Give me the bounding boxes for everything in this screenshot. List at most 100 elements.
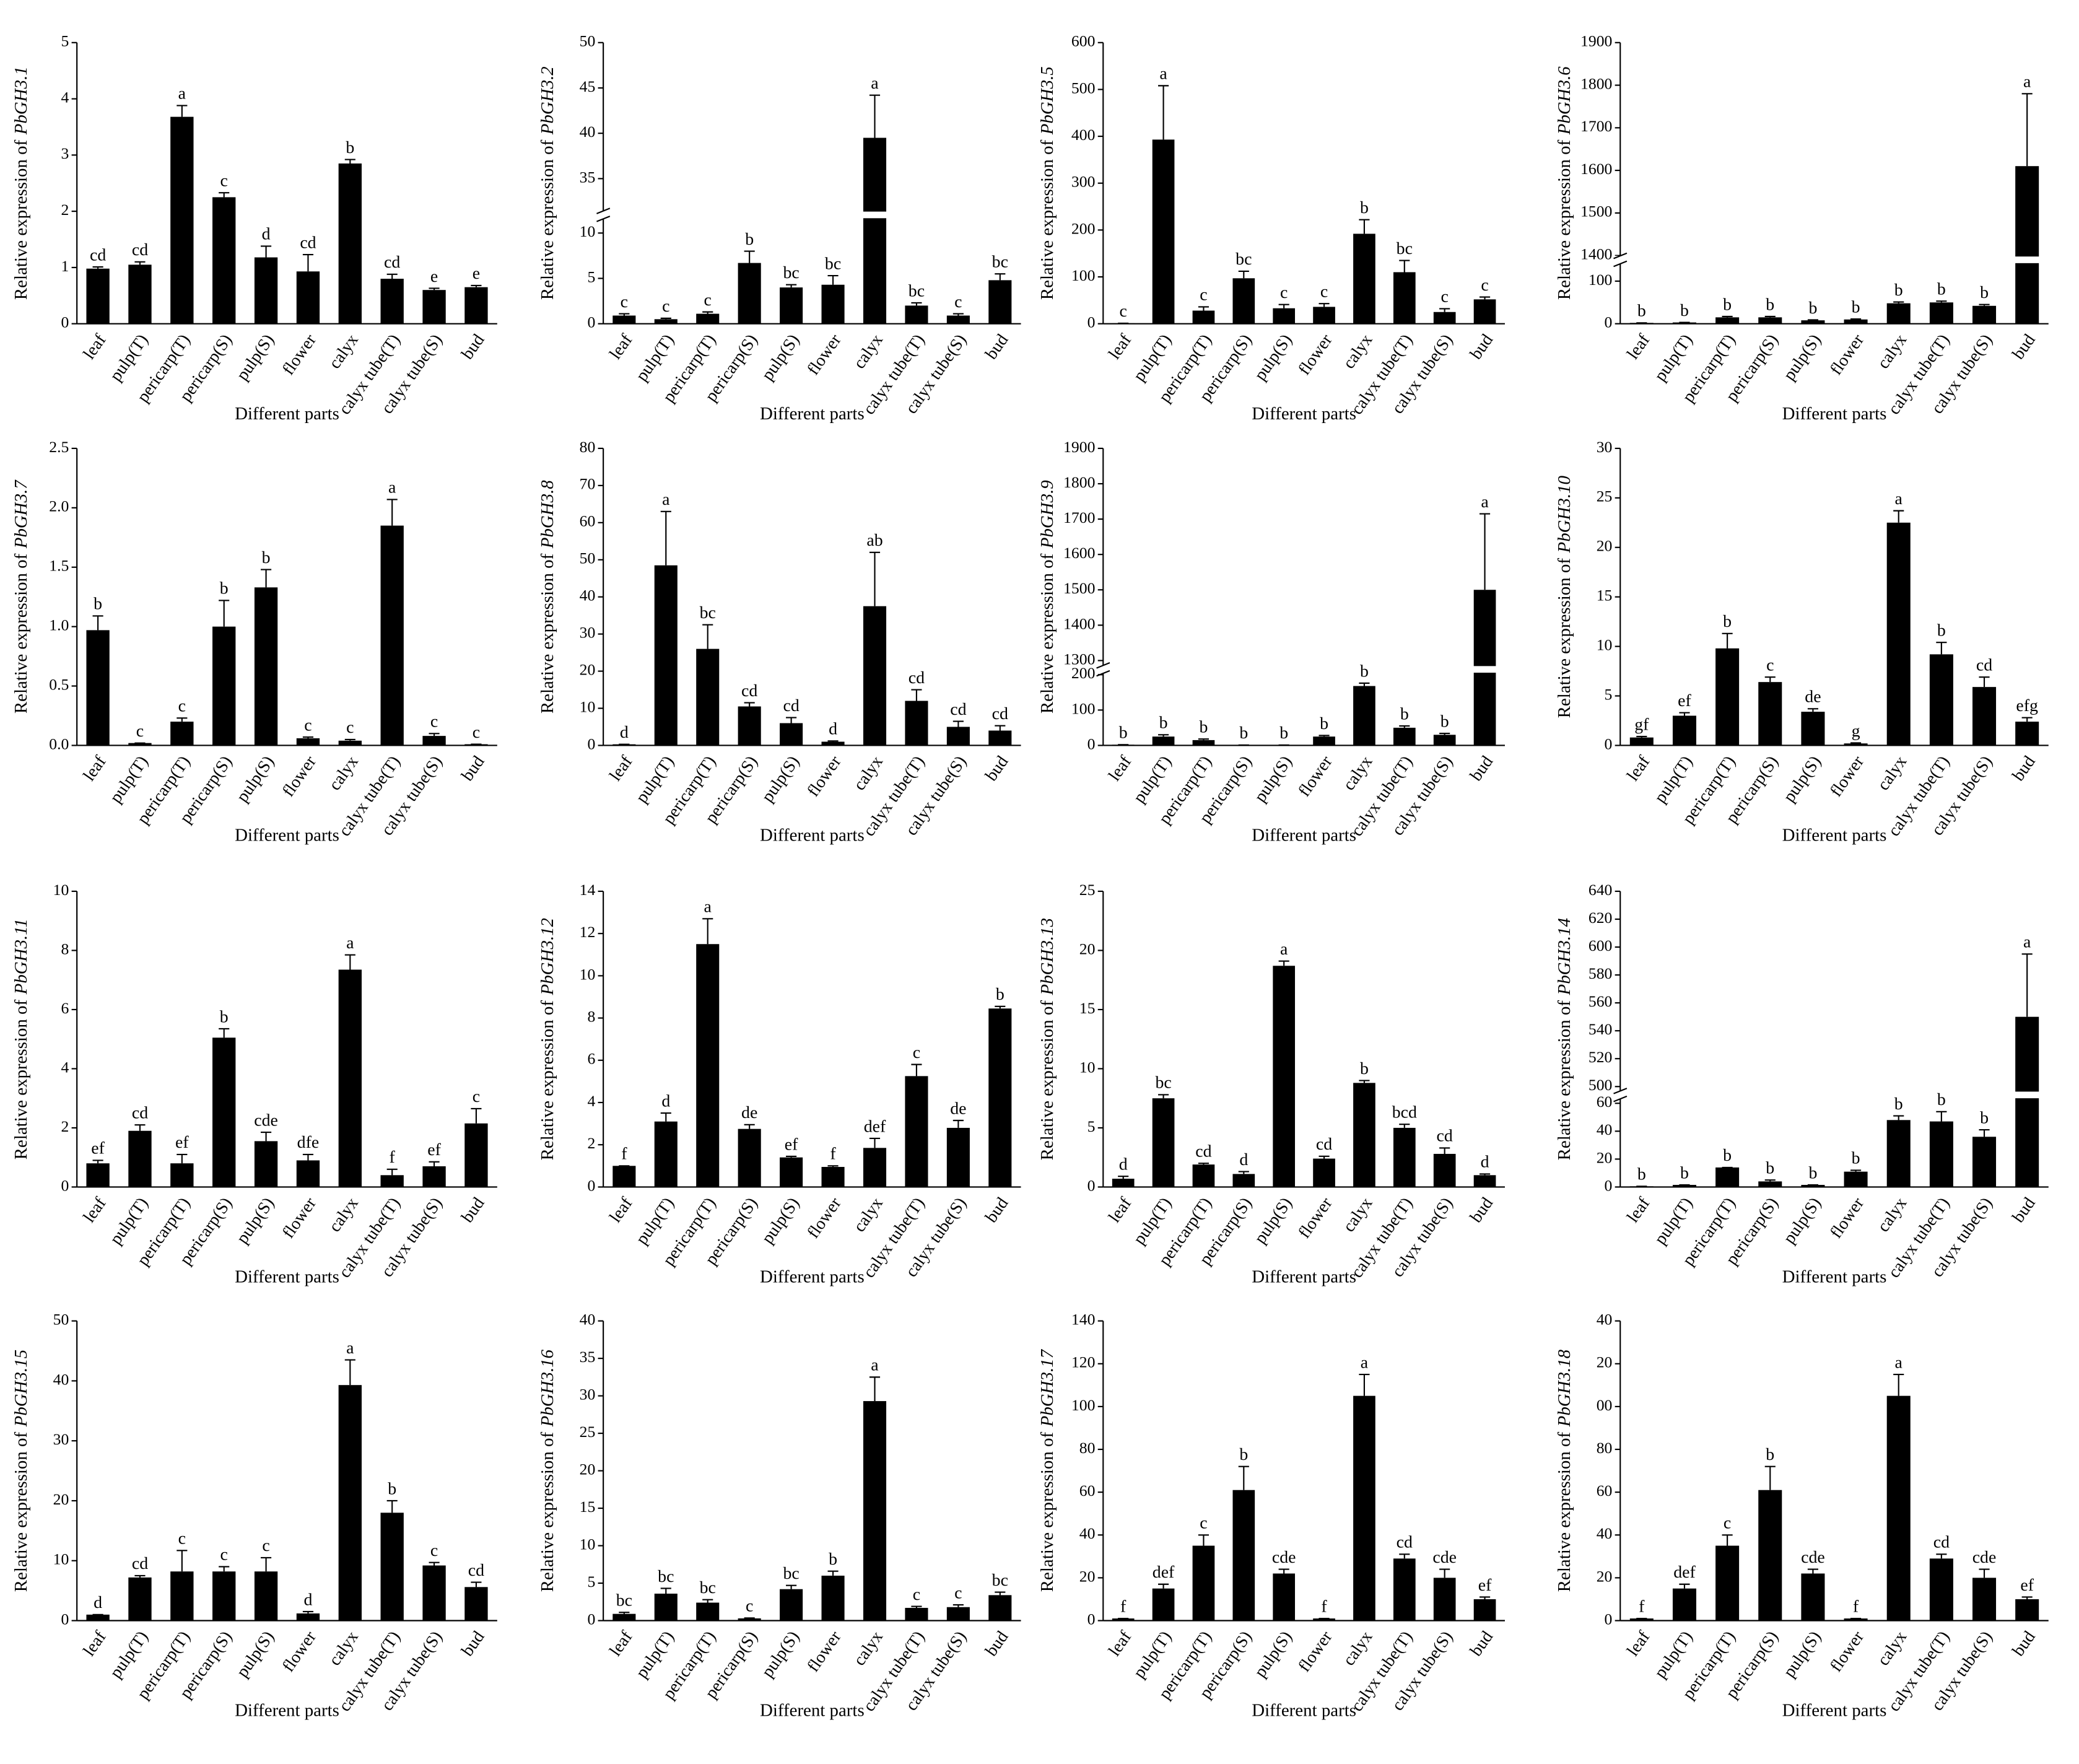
significance-letter: c [346,718,354,737]
significance-letter: de [741,1103,757,1122]
error-bar [1238,1465,1249,1490]
error-bar [911,302,922,306]
y-tick-label: 3 [61,144,69,162]
bar [946,1127,970,1187]
x-tick-label: leaf [1623,752,1654,785]
significance-letter: b [1852,1149,1860,1168]
bar [1232,1490,1255,1621]
bar [128,264,152,324]
x-tick-label: bud [2008,331,2039,363]
error-bar [952,720,964,727]
error-bar [429,1161,440,1166]
bar [212,1037,236,1187]
x-axis-label: Different parts [1782,1267,1887,1287]
chart-panel: cdleafcdpulp(T)apericarp(T)cpericarp(S)d… [11,32,497,424]
significance-letter: a [1159,64,1167,84]
significance-letter: cd [741,681,757,701]
error-bar [1399,1124,1410,1128]
error-bar [1893,510,1904,523]
error-bar [660,510,671,565]
bar [2015,722,2039,746]
significance-letter: b [94,595,102,614]
significance-letter: ef [785,1135,798,1154]
error-bar [869,94,881,138]
x-tick-label: leaf [79,1627,110,1660]
y-tick-label: 40 [580,123,596,141]
significance-letter: c [1120,302,1127,321]
y-axis-label: Relative expression of PbGH3.1 [11,66,31,300]
y-tick-label: 15 [580,1498,596,1516]
significance-letter: e [430,267,438,286]
significance-letter: a [871,74,878,93]
chart-panel: gfleafefpulp(T)bpericarp(T)cpericarp(S)d… [1554,438,2049,845]
y-tick-label: 40 [53,1370,69,1388]
significance-letter: b [1119,723,1128,743]
x-tick-label: calyx [1339,1194,1376,1236]
y-tick-label: 100 [1589,271,1613,289]
y-tick-label: 1500 [1063,579,1095,597]
significance-letter: b [1808,1163,1817,1182]
y-tick-label: 2 [61,1117,69,1135]
error-bar [1439,733,1450,735]
significance-letter: a [1481,492,1488,512]
significance-letter: b [1199,718,1208,737]
y-tick-label: 4 [61,1058,69,1076]
significance-letter: b [1279,723,1288,743]
bar [380,1175,404,1187]
x-tick-label: leaf [79,1194,110,1226]
bar [654,1121,678,1187]
bar [338,163,362,324]
bar [422,290,446,324]
y-tick-label: 15 [1597,587,1613,605]
bar [380,1513,404,1621]
error-bar [344,954,355,970]
y-tick-label: 6 [61,999,69,1017]
y-tick-label: 1.5 [49,557,69,575]
y-axis-label-prefix: Relative expression of [538,139,557,300]
significance-letter: c [178,1529,186,1548]
bar [1715,1545,1740,1621]
y-axis-label-gene: PbGH3.15 [11,1350,31,1427]
error-bar [1278,960,1289,966]
x-axis-label: Different parts [235,826,339,845]
error-bar [1807,708,1818,712]
y-tick-label: 14 [580,881,596,899]
x-tick-label: bud [458,331,488,363]
significance-letter: b [262,548,271,567]
bar [1715,1167,1740,1187]
error-bar [302,1153,314,1161]
significance-letter: cd [90,245,106,264]
bar [1353,686,1375,746]
error-bar [302,253,314,272]
significance-letter: b [1159,714,1168,733]
significance-letter: b [220,1007,229,1026]
error-bar [1722,632,1733,648]
y-tick-label: 1300 [1063,650,1095,668]
y-tick-label: 540 [1589,1020,1613,1038]
y-tick-label: 120 [1071,1353,1096,1371]
error-bar [1764,1179,1776,1182]
error-bar [177,717,188,722]
bar [905,1607,928,1621]
x-tick-label: calyx [325,753,362,794]
error-bar [1479,1173,1491,1176]
significance-letter: c [220,1545,228,1565]
bar [612,1613,636,1621]
x-tick-label: calyx [1873,1194,1911,1236]
y-tick-label: 5 [61,32,69,50]
significance-letter: b [1637,302,1646,321]
bar [1972,1137,1997,1187]
significance-letter: cd [783,696,799,715]
significance-letter: ef [91,1139,105,1158]
bar [780,1589,803,1621]
bar [212,1571,236,1621]
error-bar [1979,303,1990,306]
significance-letter: b [1766,295,1774,314]
significance-letter: d [620,723,629,742]
y-axis-label: Relative expression of PbGH3.10 [1554,476,1574,718]
y-tick-label: 30 [580,1386,596,1404]
x-tick-label: flower [804,1627,845,1675]
error-bar [1158,1094,1169,1099]
significance-letter: c [262,1536,269,1555]
significance-letter: d [1119,1155,1128,1174]
